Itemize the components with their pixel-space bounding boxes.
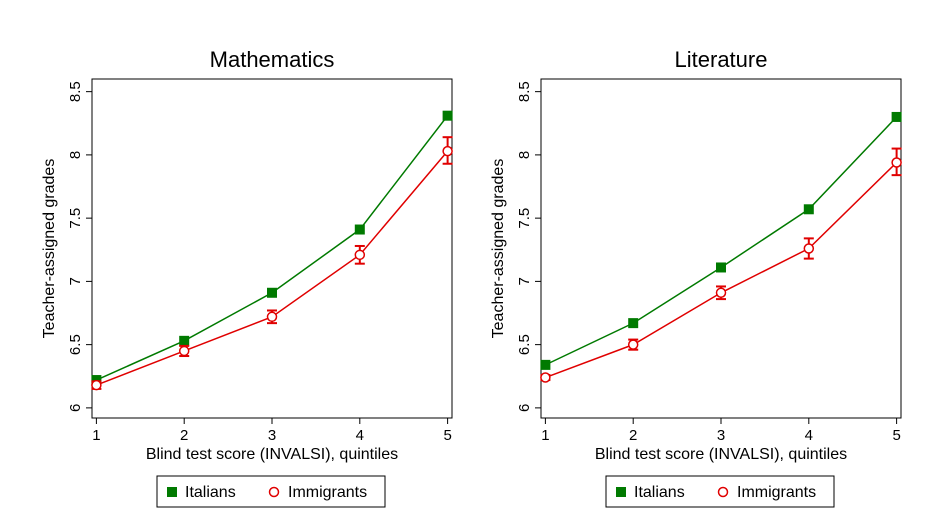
y-tick-label: 8	[67, 151, 84, 159]
x-tick-label: 1	[541, 427, 549, 444]
data-point	[627, 339, 639, 350]
legend-box	[605, 475, 835, 508]
chart-title: Literature	[675, 47, 768, 72]
legend: Italians Immigrants	[605, 475, 835, 508]
panel-1: Mathematics 6 6.5 7 7.5 8 8.5 1 2 3 4 5 Blind test s…	[41, 47, 453, 508]
x-tick-label: 2	[180, 427, 188, 444]
data-point	[267, 287, 277, 298]
data-point	[540, 372, 551, 383]
series-immigrants	[91, 136, 453, 391]
data-point	[442, 145, 453, 157]
data-point	[716, 262, 726, 273]
legend-marker-immigrants	[268, 486, 280, 498]
panel-2: Literature 6 6.5 7 7.5 8 8.5 1 2 3 4 5 Blind test sc…	[490, 47, 902, 508]
legend-label-immigrants: Immigrants	[737, 484, 816, 501]
x-tick-label: 5	[892, 427, 900, 444]
y-tick-label: 8.5	[67, 81, 84, 102]
y-axis-label: Teacher-assigned grades	[41, 159, 58, 339]
x-axis-label: Blind test score (INVALSI), quintiles	[595, 446, 847, 463]
legend-marker-italians	[616, 487, 626, 497]
data-point	[628, 318, 639, 329]
series-italians	[91, 110, 453, 386]
series-line	[96, 115, 449, 381]
data-point	[178, 345, 190, 357]
legend: Italians Immigrants	[156, 475, 386, 508]
x-tick-label: 3	[717, 427, 725, 444]
legend-label-italians: Italians	[185, 484, 236, 501]
y-tick-label: 6.5	[67, 334, 84, 355]
data-point	[540, 359, 551, 370]
chart-title: Mathematics	[210, 47, 335, 72]
x-tick-label: 4	[805, 427, 813, 444]
data-point	[354, 224, 365, 235]
y-tick-label: 7	[516, 277, 533, 285]
y-tick-label: 8.5	[516, 81, 533, 102]
y-tick-label: 6.5	[516, 334, 533, 355]
x-tick-label: 5	[443, 427, 451, 444]
data-point	[803, 204, 814, 215]
data-point	[891, 157, 902, 168]
data-point	[715, 287, 727, 299]
y-tick-label: 7.5	[67, 208, 84, 229]
series-line	[96, 150, 449, 386]
x-tick-label: 3	[268, 427, 276, 444]
legend-label-italians: Italians	[634, 484, 685, 501]
data-point	[266, 311, 278, 323]
legend-label-immigrants: Immigrants	[288, 484, 367, 501]
y-tick-label: 8	[516, 151, 533, 159]
legend-marker-italians	[167, 487, 177, 497]
data-point	[803, 243, 815, 254]
data-point	[891, 111, 902, 122]
plot-area	[91, 78, 453, 419]
series-italians	[540, 111, 902, 370]
y-tick-label: 7.5	[516, 208, 533, 229]
series-line	[545, 116, 898, 366]
plot-area	[540, 78, 902, 419]
data-point	[179, 335, 190, 346]
data-point	[91, 379, 102, 391]
y-tick-label: 6	[67, 404, 84, 412]
y-axis-label: Teacher-assigned grades	[490, 159, 507, 339]
legend-box	[156, 475, 386, 508]
x-axis-label: Blind test score (INVALSI), quintiles	[146, 446, 398, 463]
series-immigrants	[540, 147, 902, 383]
x-tick-label: 4	[356, 427, 364, 444]
legend-marker-immigrants	[717, 486, 729, 498]
x-tick-label: 2	[629, 427, 637, 444]
y-tick-label: 7	[67, 277, 84, 285]
y-tick-label: 6	[516, 404, 533, 412]
x-tick-label: 1	[92, 427, 100, 444]
data-point	[442, 110, 453, 121]
data-point	[354, 249, 366, 261]
